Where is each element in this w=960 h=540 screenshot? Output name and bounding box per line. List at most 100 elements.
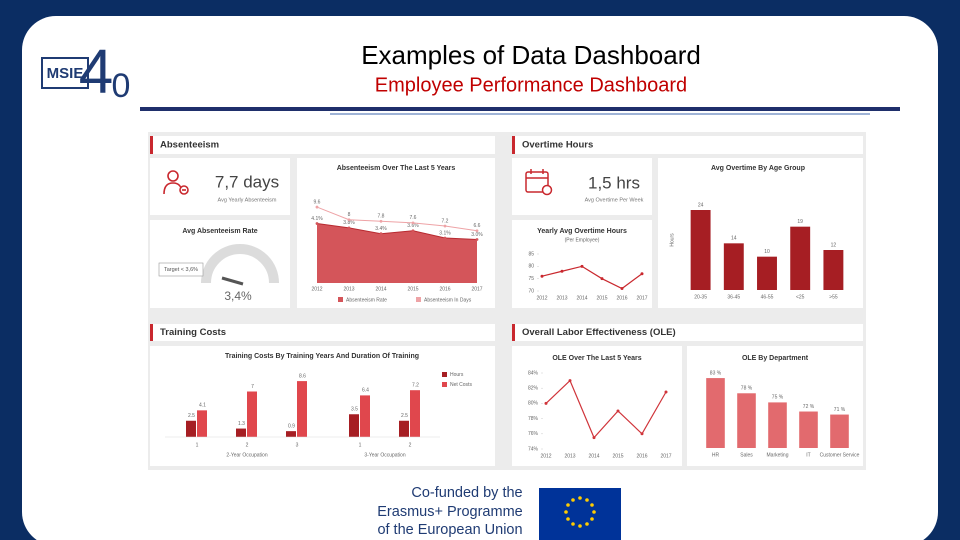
y-tick-label: 74%: [528, 446, 539, 452]
kpi-value: 1,5 hrs: [588, 173, 640, 192]
value-label: 75 %: [772, 395, 784, 401]
x-tick-label: >55: [829, 294, 838, 300]
value-label: 7.6: [410, 215, 417, 221]
bar: [757, 256, 777, 290]
subtitle: Employee Performance Dashboard: [375, 74, 687, 96]
bar: [349, 414, 359, 437]
y-tick-label: 75: [528, 276, 534, 282]
value-label: 9.6: [314, 199, 321, 205]
x-tick-label: 2016: [636, 453, 647, 459]
gauge-arc: [201, 244, 279, 284]
x-tick-label: 2017: [636, 295, 647, 301]
bar: [410, 390, 420, 437]
calendar-icon: [525, 169, 553, 196]
y-tick-label: 80: [528, 264, 534, 270]
footer-line: Co-funded by the: [411, 485, 522, 501]
x-tick-label: 1: [359, 442, 362, 448]
x-tick-label: 2013: [343, 286, 354, 292]
group-label: 3-Year Occupation: [364, 452, 405, 458]
value-label: 24: [698, 202, 704, 208]
value-label: 3.1%: [439, 230, 451, 236]
value-label: 1.3: [238, 421, 245, 427]
x-tick-label: 2014: [588, 453, 599, 459]
legend-swatch: [416, 297, 421, 302]
accent: [150, 324, 153, 341]
card: [150, 346, 495, 466]
point: [443, 236, 447, 240]
legend-swatch: [442, 382, 447, 387]
y-tick-label: 78%: [528, 416, 539, 422]
legend-label: Absenteeism Rate: [346, 297, 387, 303]
x-tick-label: Sales: [740, 452, 753, 458]
point: [315, 205, 319, 209]
value-label: 12: [831, 242, 837, 248]
header-bar: [512, 136, 863, 154]
bar: [690, 210, 711, 290]
y-tick-label: 85: [528, 251, 534, 257]
card: [512, 220, 652, 308]
legend-label: Net Costs: [450, 382, 472, 388]
logo-letters: MSIE: [47, 65, 84, 82]
chart-title: Yearly Avg Overtime Hours: [537, 228, 627, 235]
x-tick-label: 2015: [612, 453, 623, 459]
target-box: [158, 262, 204, 277]
logo-box: [41, 57, 89, 89]
gauge-needle: [221, 276, 244, 286]
bar: [706, 378, 725, 448]
point: [347, 226, 351, 230]
kpi-value: 7,7 days: [215, 172, 279, 191]
value-label: 4.1%: [311, 216, 323, 222]
x-tick-label: 2016: [616, 295, 627, 301]
value-label: 71 %: [834, 407, 846, 413]
kpi-label: Avg Overtime Per Week: [585, 197, 644, 203]
value-label: 3.5: [351, 407, 358, 413]
value-label: 83 %: [710, 370, 722, 376]
point: [620, 287, 624, 291]
bar: [197, 410, 207, 437]
value-label: 4.1: [199, 403, 206, 409]
x-tick-label: 2013: [556, 295, 567, 301]
section-header: Overall Labor Effectiveness (OLE): [512, 324, 863, 341]
value-label: 0.9: [288, 423, 295, 429]
value-label: 10: [764, 249, 770, 255]
eu-flag: [539, 488, 621, 540]
x-tick-label: 2014: [375, 286, 386, 292]
stars: [564, 496, 596, 528]
x-tick-label: Customer Service: [820, 452, 860, 458]
logo: MSIE 4 0: [41, 37, 130, 106]
x-tick-label: 1: [196, 442, 199, 448]
bar: [399, 420, 409, 437]
value-label: 6.6: [474, 223, 481, 229]
value-label: 3.8%: [343, 220, 355, 226]
y-tick-label: 84%: [528, 370, 539, 376]
value-label: 19: [797, 219, 803, 225]
value-label: 7.8: [378, 214, 385, 220]
chart-title: Training Costs By Training Years And Dur…: [225, 353, 419, 360]
accent: [150, 136, 153, 154]
x-tick-label: 2012: [540, 453, 551, 459]
point: [443, 224, 447, 228]
value-label: 7: [251, 384, 254, 390]
y-tick-label: 76%: [528, 431, 539, 437]
point: [560, 269, 564, 273]
bar: [360, 395, 370, 437]
point: [580, 264, 584, 268]
bar: [790, 226, 811, 290]
value-label: 3.4%: [375, 226, 387, 232]
point: [475, 229, 479, 233]
chart-title: OLE Over The Last 5 Years: [552, 355, 641, 362]
bar: [186, 420, 196, 437]
gauge-title: Avg Absenteeism Rate: [182, 228, 257, 235]
chart-title: Absenteeism Over The Last 5 Years: [337, 165, 456, 172]
x-tick-label: IT: [806, 452, 810, 458]
value-label: 2.5: [401, 413, 408, 419]
y-tick-label: 82%: [528, 386, 539, 392]
footer-line: of the European Union: [377, 522, 522, 538]
legend-label: Absenteeism In Days: [424, 297, 472, 303]
card: [512, 346, 682, 466]
x-tick-label: 2013: [564, 453, 575, 459]
point: [411, 229, 415, 233]
header-bar: [512, 324, 863, 341]
value-label: 3.6%: [407, 223, 419, 229]
point: [568, 379, 572, 383]
